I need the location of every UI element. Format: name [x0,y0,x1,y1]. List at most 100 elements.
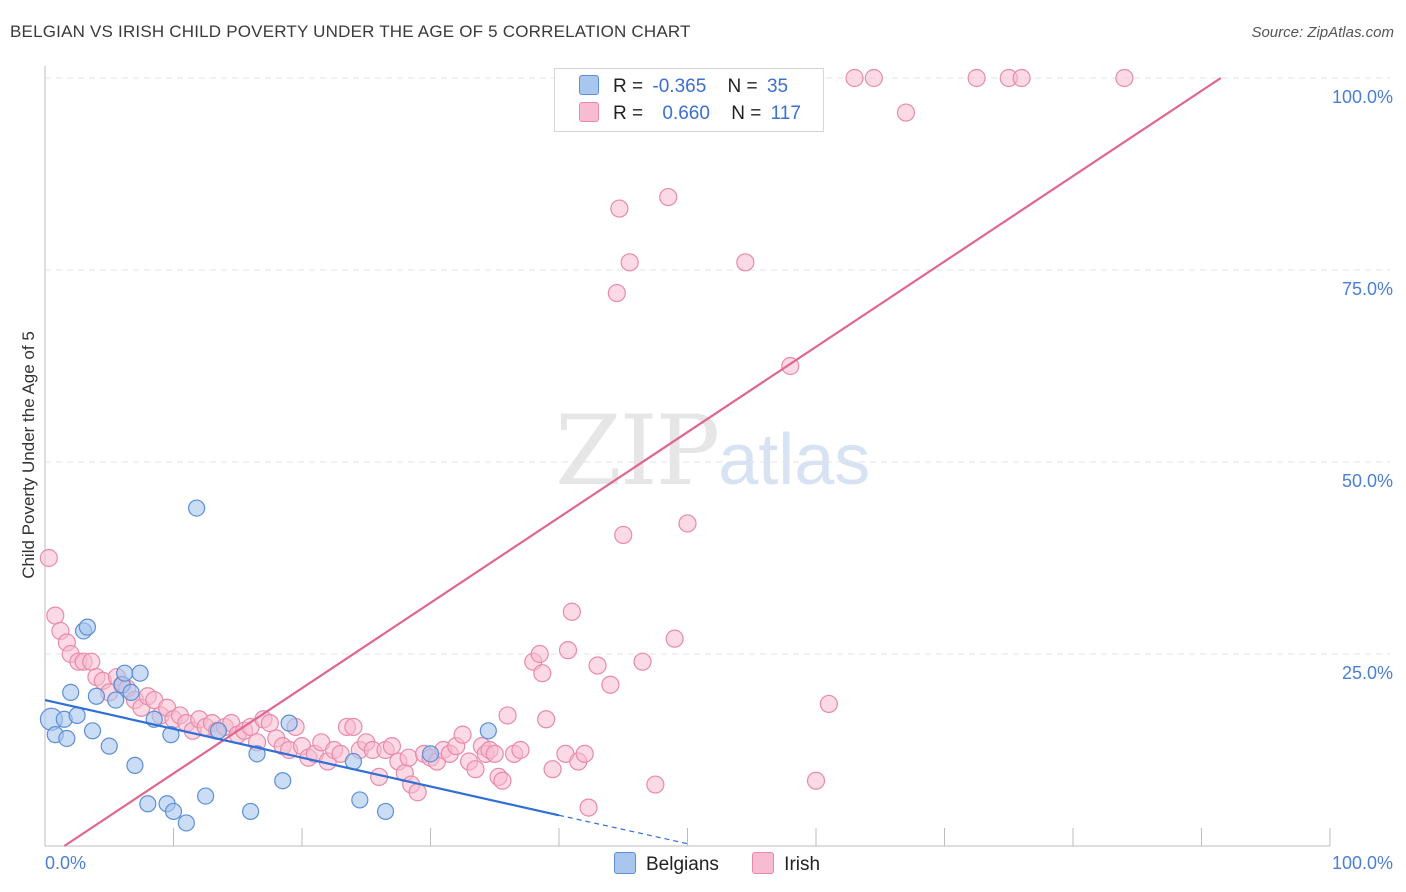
belgian-point [177,814,195,832]
tick-labels: 25.0% 50.0% 75.0% 100.0% 0.0% 100.0% [45,87,1393,873]
belgian-point [131,664,149,682]
belgians-r-value: -0.365 [652,76,707,97]
legend-item-belgians: Belgians [614,852,719,876]
belgians-n-value: 35 [766,76,789,97]
trend-lines [44,77,1222,847]
belgian-point [197,787,215,805]
irish-point [607,283,626,303]
belgian-point [479,722,497,740]
irish-point [46,606,65,625]
irish-point [588,656,607,675]
gridlines [45,77,1390,655]
irish-point [485,744,504,763]
irish-point [382,737,402,756]
series-legend: Belgians Irish [614,852,848,876]
belgian-point [100,737,118,755]
watermark-zip: ZIP [555,395,720,507]
irish-point [601,675,620,694]
belgian-point [62,683,80,702]
x-tick-label-min: 0.0% [45,853,86,873]
irish-point [399,748,418,767]
belgian-trend-line [44,699,560,817]
belgians-legend-swatch [614,852,636,874]
belgian-point [162,726,180,744]
irish-point [530,644,549,664]
belgian-point [139,795,157,813]
irish-n-label: N = [731,103,762,124]
irish-r-label: R = [613,103,644,124]
belgian-point [68,706,86,725]
belgians-r-label: R = [613,76,644,97]
irish-point [1012,68,1031,88]
legend-row-irish: R = 0.660 N = 117 [579,102,801,126]
chart-title: BELGIAN VS IRISH CHILD POVERTY UNDER THE… [10,22,691,41]
irish-point [453,725,472,744]
belgian-point [126,756,144,774]
irish-point [864,68,883,88]
irish-point [344,717,363,737]
legend-item-irish: Irish [752,852,820,876]
source-credit: Source: ZipAtlas.com [1251,24,1394,41]
irish-point [736,253,755,272]
watermark-atlas: atlas [718,420,871,500]
legend-row-belgians: R = -0.365 N = 35 [579,75,788,99]
watermark: ZIPatlas [555,395,870,507]
belgian-series [39,499,497,832]
irish-point [659,187,678,207]
irish-point [533,664,552,683]
belgian-point [164,802,183,821]
irish-point [967,68,986,88]
irish-legend-label: Irish [784,854,821,875]
irish-series [39,68,1134,817]
y-axis-title: Child Poverty Under the Age of 5 [19,331,38,579]
irish-point [579,798,598,817]
irish-point [845,68,864,88]
irish-point [260,714,279,733]
belgian-point [274,772,292,790]
belgian-point [421,745,440,763]
irish-point [39,548,58,568]
y-tick-label: 25.0% [1342,663,1393,683]
y-tick-label: 50.0% [1342,471,1393,491]
irish-point [562,602,581,621]
irish-r-value: 0.660 [662,103,710,124]
belgian-point [107,691,125,709]
belgians-legend-label: Belgians [646,854,719,875]
belgian-point [280,714,298,732]
irish-point [1115,68,1134,88]
y-tick-label: 75.0% [1342,279,1393,299]
y-tick-label: 100.0% [1332,87,1393,107]
irish-n-value: 117 [770,103,801,124]
irish-point [511,740,530,760]
belgian-point [87,687,106,705]
irish-point [610,199,629,218]
belgian-point [188,499,206,517]
irish-point [678,514,697,533]
irish-point [633,652,652,671]
irish-legend-swatch [752,852,775,874]
belgian-point [376,802,395,821]
belgian-trend-extension [558,814,688,845]
irish-point [620,253,639,272]
irish-point [408,783,427,802]
irish-point [537,710,556,729]
belgian-point [58,729,76,748]
irish-point [806,771,826,790]
belgian-point [122,683,140,702]
irish-point [646,775,665,794]
irish-point [575,744,594,763]
irish-point [493,771,512,790]
irish-point [558,641,578,660]
irish-point [896,103,916,122]
irish-point [665,629,684,648]
belgians-swatch [579,75,599,95]
belgian-point [78,618,97,636]
irish-point [466,760,485,779]
belgian-point [209,722,228,740]
belgian-point [351,791,369,809]
irish-point [331,744,350,763]
irish-point [543,760,562,779]
belgian-point [116,664,134,682]
belgians-n-label: N = [727,76,758,97]
